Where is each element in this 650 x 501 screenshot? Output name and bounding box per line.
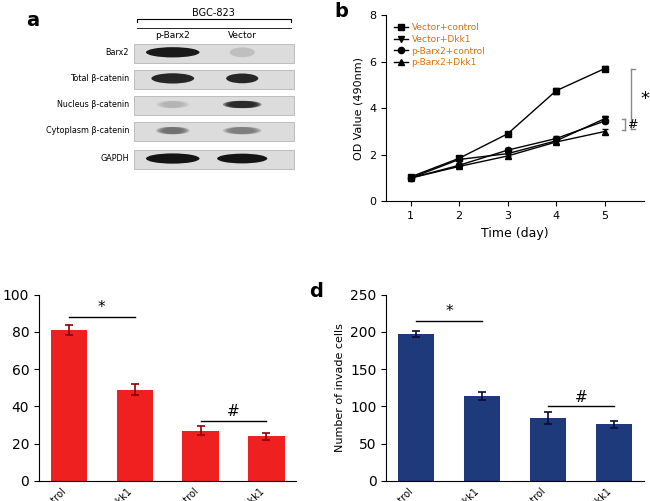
Ellipse shape [223, 101, 254, 108]
Ellipse shape [158, 101, 184, 108]
Text: Cytoplasm β-catenin: Cytoplasm β-catenin [46, 126, 129, 135]
Ellipse shape [227, 101, 257, 108]
Bar [116, 390, 153, 481]
Ellipse shape [229, 48, 255, 57]
Text: Vector: Vector [227, 31, 257, 40]
Text: Nucleus β-catenin: Nucleus β-catenin [57, 100, 129, 109]
Ellipse shape [156, 101, 182, 108]
Ellipse shape [160, 127, 186, 134]
Ellipse shape [146, 153, 200, 164]
Text: Total β-catenin: Total β-catenin [70, 74, 129, 83]
Text: Barx2: Barx2 [105, 48, 129, 57]
Ellipse shape [158, 127, 184, 134]
Ellipse shape [231, 101, 261, 108]
Text: p-Barx2: p-Barx2 [155, 31, 190, 40]
X-axis label: Time (day): Time (day) [481, 226, 549, 239]
Bar [51, 330, 87, 481]
Y-axis label: Number of invade cells: Number of invade cells [335, 323, 344, 452]
Text: *: * [445, 304, 453, 319]
Bar [183, 431, 218, 481]
Bar [595, 424, 632, 481]
Ellipse shape [160, 101, 186, 108]
Text: *: * [98, 300, 105, 315]
Text: d: d [309, 282, 323, 301]
Text: #: # [227, 404, 240, 419]
Bar [398, 334, 434, 481]
Text: BGC-823: BGC-823 [192, 8, 235, 18]
Ellipse shape [227, 127, 257, 134]
Ellipse shape [146, 47, 200, 58]
Text: GAPDH: GAPDH [101, 154, 129, 163]
FancyBboxPatch shape [134, 122, 294, 141]
Ellipse shape [164, 127, 190, 134]
Bar [530, 418, 566, 481]
Ellipse shape [164, 101, 190, 108]
Ellipse shape [162, 101, 188, 108]
Text: *: * [640, 90, 649, 108]
Text: #: # [627, 118, 638, 131]
FancyBboxPatch shape [134, 44, 294, 63]
FancyBboxPatch shape [134, 96, 294, 115]
Ellipse shape [156, 127, 182, 134]
Text: b: b [335, 2, 348, 21]
Legend: Vector+control, Vector+Dkk1, p-Barx2+control, p-Barx2+Dkk1: Vector+control, Vector+Dkk1, p-Barx2+con… [391, 20, 489, 71]
Ellipse shape [231, 127, 261, 134]
Ellipse shape [217, 154, 267, 163]
Ellipse shape [229, 127, 259, 134]
Y-axis label: OD Value (490nm): OD Value (490nm) [354, 57, 364, 160]
Ellipse shape [223, 127, 254, 134]
Ellipse shape [162, 127, 188, 134]
FancyBboxPatch shape [134, 70, 294, 89]
Ellipse shape [229, 101, 259, 108]
Ellipse shape [225, 101, 255, 108]
Text: a: a [26, 12, 39, 30]
Bar [248, 436, 285, 481]
Ellipse shape [225, 127, 255, 134]
Bar [464, 396, 500, 481]
Ellipse shape [151, 73, 194, 84]
Text: #: # [575, 390, 587, 405]
Ellipse shape [226, 74, 258, 83]
FancyBboxPatch shape [134, 150, 294, 169]
